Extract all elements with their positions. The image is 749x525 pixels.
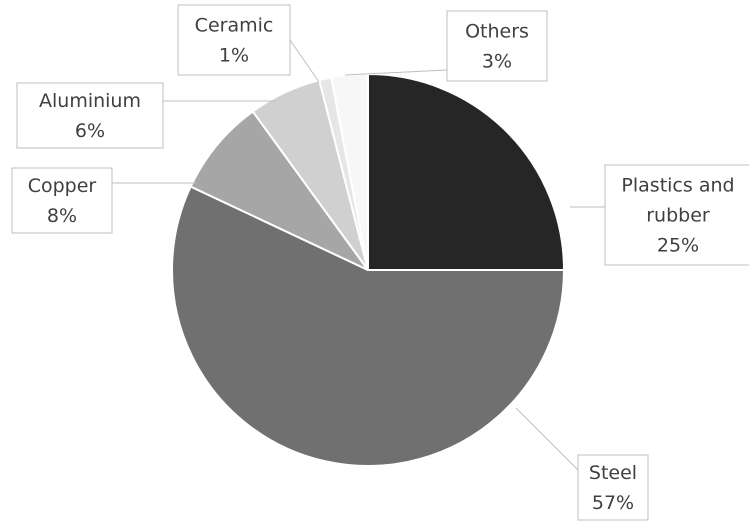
pie-slices xyxy=(171,72,566,467)
callout-box-others xyxy=(446,10,548,82)
data-label-value-ceramic: 1% xyxy=(219,45,249,67)
data-label-name-steel: Steel xyxy=(589,462,637,484)
callout-box-copper xyxy=(11,167,113,234)
data-label-name-plastics-and-rubber: rubber xyxy=(646,205,710,227)
leader-line-others xyxy=(344,69,448,76)
data-label-value-aluminium: 6% xyxy=(75,120,105,142)
callout-box-ceramic xyxy=(177,4,291,76)
pie-slice-steel xyxy=(171,185,566,467)
callout-box-aluminium xyxy=(16,82,164,149)
leader-line-steel xyxy=(515,407,579,471)
data-label-name-others: Others xyxy=(465,21,529,43)
data-label-name-copper: Copper xyxy=(28,175,97,197)
callout-box-plastics-and-rubber xyxy=(604,164,749,266)
data-label-value-copper: 8% xyxy=(47,205,77,227)
data-label-name-aluminium: Aluminium xyxy=(39,90,141,112)
data-label-value-plastics-and-rubber: 25% xyxy=(657,235,699,257)
pie-slice-plastics-and-rubber xyxy=(367,72,566,271)
leader-line-ceramic xyxy=(289,39,320,83)
data-label-name-ceramic: Ceramic xyxy=(195,15,274,37)
pie-slice-copper xyxy=(189,110,369,271)
data-label-value-others: 3% xyxy=(482,51,512,73)
pie-callouts: Plastics and rubber 25% Steel 57% Copper 8% Alu… xyxy=(11,4,749,521)
data-label-value-steel: 57% xyxy=(592,492,634,514)
callout-box-steel xyxy=(577,454,649,521)
data-label-name-plastics-and-rubber: Plastics and xyxy=(621,175,734,197)
